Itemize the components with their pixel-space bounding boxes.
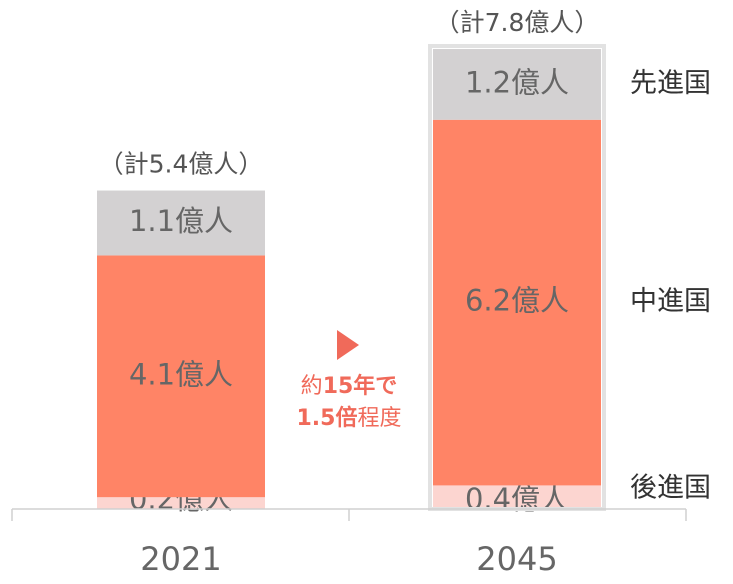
data-label-2021-2: 1.1億人 xyxy=(129,204,233,238)
growth-prefix: 約 xyxy=(301,374,323,399)
growth-line-1: 約15年で xyxy=(301,373,398,399)
growth-multiple: 1.5倍 xyxy=(297,405,358,431)
total-label-2045: （計7.8億人） xyxy=(435,8,600,37)
bar-segment-2045-2 xyxy=(433,49,601,120)
data-label-2045-1: 6.2億人 xyxy=(465,284,569,318)
bar-segment-2045-1 xyxy=(433,119,601,486)
legend-label-0: 後進国 xyxy=(630,473,711,504)
bar-segment-2021-1 xyxy=(97,255,265,498)
legend-label-2: 先進国 xyxy=(630,68,711,99)
bar-segment-2045-0 xyxy=(433,485,601,509)
data-label-2045-2: 1.2億人 xyxy=(465,65,569,99)
growth-annotation: 約15年で 1.5倍程度 xyxy=(297,330,402,431)
total-label-2021: （計5.4億人） xyxy=(99,150,264,179)
growth-line-2: 1.5倍程度 xyxy=(297,405,402,431)
bar-segment-2021-2 xyxy=(97,190,265,256)
data-label-2021-1: 4.1億人 xyxy=(129,357,233,391)
growth-years: 15年で xyxy=(323,373,398,399)
category-label-2045: 2045 xyxy=(476,540,557,578)
bar-segment-2021-0 xyxy=(97,497,265,509)
plot-area: 0.2億人4.1億人1.1億人（計5.4億人）20210.4億人6.2億人1.2… xyxy=(11,8,711,578)
growth-arrow-icon xyxy=(337,330,359,360)
legend-label-1: 中進国 xyxy=(630,286,711,317)
category-label-2021: 2021 xyxy=(140,540,221,578)
growth-suffix: 程度 xyxy=(357,406,401,431)
